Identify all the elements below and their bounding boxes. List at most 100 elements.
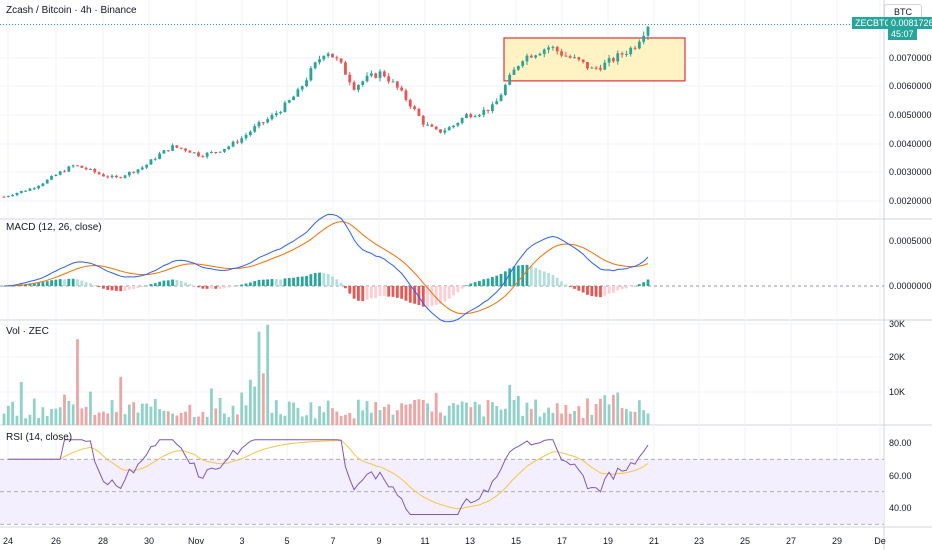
volume-pane[interactable] bbox=[2, 324, 650, 425]
macd-histogram-bar bbox=[287, 277, 291, 286]
macd-histogram-bar bbox=[395, 286, 399, 298]
price-tick-label: 0.0040000 bbox=[889, 139, 932, 149]
macd-histogram-bar bbox=[162, 280, 166, 286]
volume-bar bbox=[568, 413, 572, 425]
macd-histogram-bar bbox=[210, 286, 213, 289]
volume-bar bbox=[555, 403, 559, 425]
candle-body bbox=[214, 151, 218, 153]
macd-histogram-bar bbox=[218, 286, 222, 289]
candle-body bbox=[581, 59, 585, 63]
macd-histogram-bar bbox=[465, 285, 468, 286]
volume-bar bbox=[348, 413, 352, 425]
volume-bar bbox=[551, 412, 555, 425]
volume-bar bbox=[382, 406, 386, 425]
volume-bar bbox=[469, 407, 473, 425]
volume-bar bbox=[594, 404, 598, 425]
candle-body bbox=[309, 68, 313, 81]
volume-bar bbox=[300, 416, 304, 425]
volume-bar bbox=[179, 412, 183, 425]
macd-histogram-bar bbox=[637, 284, 641, 286]
volume-bar bbox=[624, 409, 628, 425]
macd-histogram-bar bbox=[313, 272, 317, 286]
candle-body bbox=[106, 176, 110, 178]
volume-bar bbox=[395, 410, 399, 425]
candle-body bbox=[469, 114, 473, 118]
candle-body bbox=[486, 109, 490, 112]
macd-histogram-bar bbox=[374, 286, 378, 298]
price-pane[interactable] bbox=[0, 23, 884, 198]
volume-bar bbox=[331, 408, 334, 425]
rsi-pane[interactable] bbox=[0, 439, 884, 525]
candle-body bbox=[71, 165, 75, 167]
volume-bar bbox=[67, 400, 71, 425]
macd-pane[interactable] bbox=[0, 213, 884, 323]
candle-body bbox=[223, 148, 226, 152]
macd-histogram-bar bbox=[274, 279, 278, 286]
volume-bar bbox=[547, 407, 550, 425]
candle-body bbox=[512, 69, 516, 75]
volume-bar bbox=[210, 388, 213, 425]
volume-bar bbox=[89, 391, 92, 425]
macd-histogram-bar bbox=[326, 273, 330, 286]
volume-bar bbox=[521, 415, 525, 425]
candle-body bbox=[525, 55, 529, 62]
volume-bar bbox=[512, 399, 516, 425]
candle-body bbox=[447, 127, 451, 131]
volume-bar bbox=[6, 405, 10, 425]
candle-body bbox=[45, 179, 49, 184]
candle-body bbox=[369, 73, 373, 76]
candle-body bbox=[352, 82, 356, 90]
candle-body bbox=[123, 175, 127, 178]
candle-body bbox=[184, 148, 187, 151]
candle-body bbox=[404, 90, 408, 100]
macd-histogram-bar bbox=[560, 281, 563, 286]
volume-bar bbox=[71, 404, 75, 425]
macd-histogram-bar bbox=[542, 271, 546, 286]
candle-body bbox=[555, 46, 559, 52]
macd-histogram-bar bbox=[620, 286, 624, 290]
volume-bar bbox=[283, 415, 287, 425]
volume-pane-title: Vol · ZEC bbox=[6, 326, 49, 337]
candle-body bbox=[114, 175, 118, 178]
volume-tick-label: 20K bbox=[889, 352, 905, 362]
macd-histogram-bar bbox=[421, 286, 425, 307]
time-tick-label: 3 bbox=[239, 536, 244, 546]
macd-histogram-bar bbox=[478, 280, 481, 286]
macd-histogram-bar bbox=[612, 286, 615, 293]
candle-body bbox=[210, 151, 213, 153]
macd-histogram-bar bbox=[590, 286, 594, 297]
volume-bar bbox=[80, 408, 84, 425]
time-tick-label: 7 bbox=[330, 536, 335, 546]
macd-histogram-bar bbox=[443, 286, 447, 302]
macd-histogram-bar bbox=[2, 286, 6, 287]
candle-body bbox=[84, 167, 88, 170]
rsi-tick-label: 60.00 bbox=[889, 471, 912, 481]
rsi-tick-label: 80.00 bbox=[889, 438, 912, 448]
volume-bar bbox=[352, 418, 356, 425]
candle-body bbox=[28, 188, 32, 191]
macd-histogram-bar bbox=[166, 280, 170, 286]
volume-bar bbox=[132, 402, 136, 425]
volume-bar bbox=[629, 411, 633, 425]
candle-body bbox=[140, 167, 144, 170]
candle-body bbox=[460, 117, 464, 123]
candle-body bbox=[162, 150, 166, 154]
macd-histogram-bar bbox=[577, 286, 581, 291]
volume-bar bbox=[253, 386, 257, 425]
candle-body bbox=[616, 53, 620, 62]
candle-body bbox=[607, 58, 611, 63]
macd-histogram-bar bbox=[361, 286, 365, 302]
volume-bar bbox=[266, 324, 270, 425]
candle-body bbox=[577, 57, 581, 60]
volume-bar bbox=[473, 401, 477, 425]
candle-body bbox=[50, 176, 53, 180]
volume-bar bbox=[24, 418, 28, 425]
candle-body bbox=[132, 171, 136, 173]
macd-histogram-bar bbox=[607, 286, 611, 294]
volume-bar bbox=[32, 398, 36, 425]
candle-body bbox=[296, 89, 300, 97]
macd-histogram-bar bbox=[503, 271, 507, 286]
macd-histogram-bar bbox=[516, 265, 520, 286]
signal-line bbox=[4, 221, 649, 315]
